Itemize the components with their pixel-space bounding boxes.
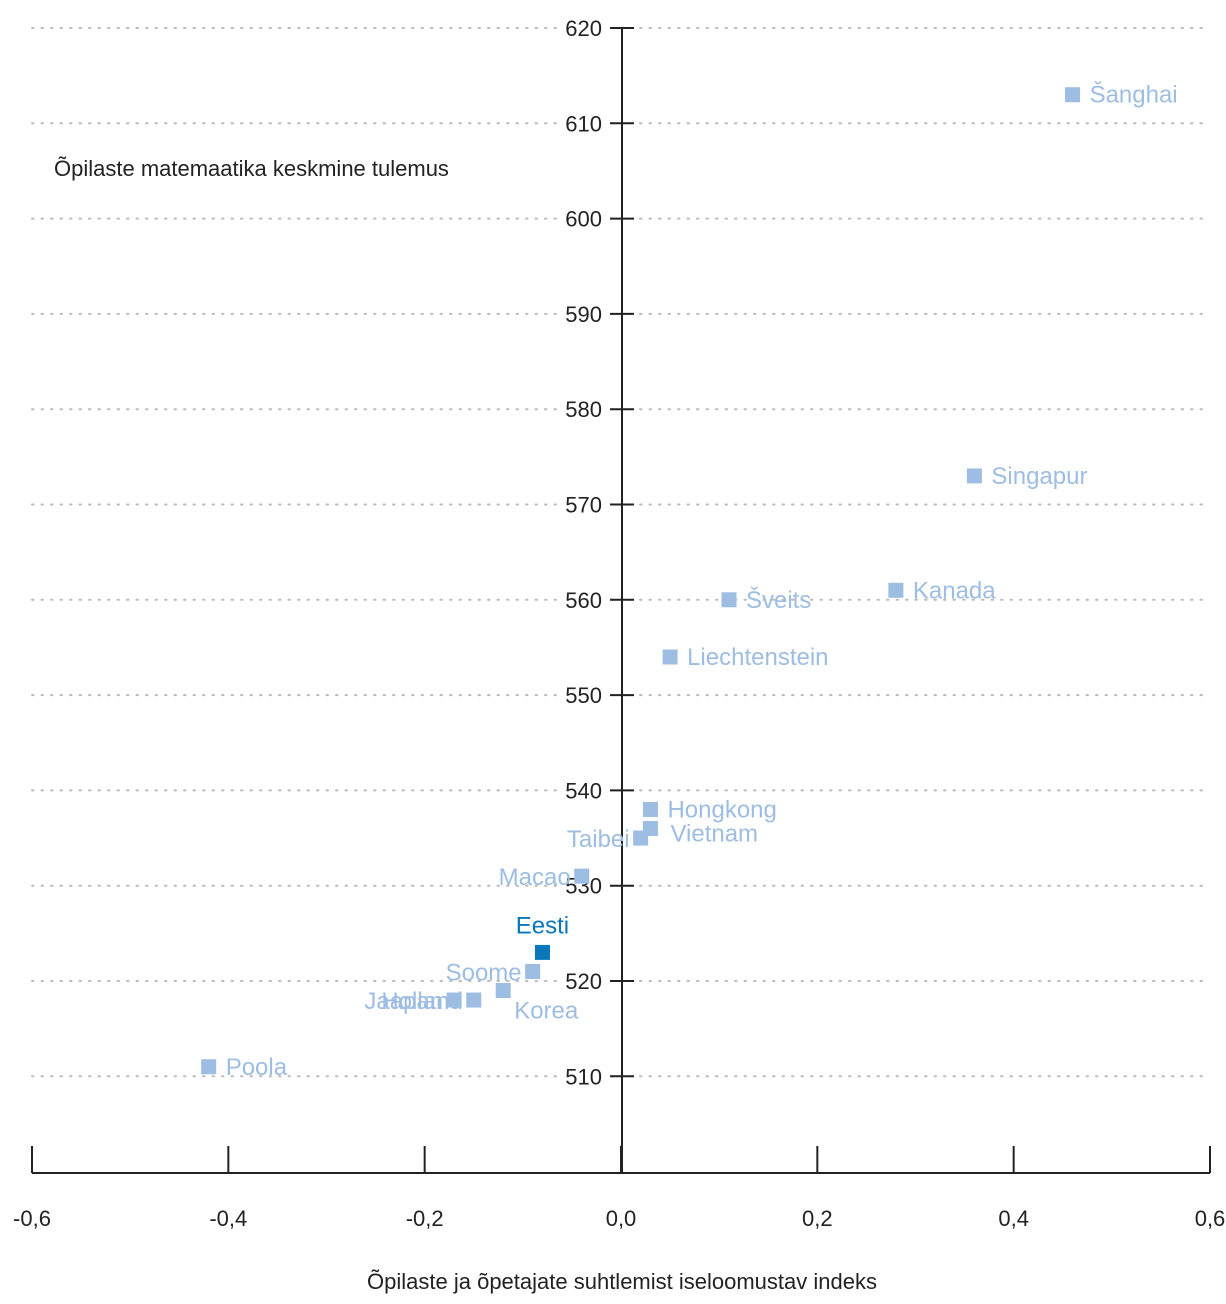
y-tick-label: 590 — [565, 302, 602, 327]
data-point-label: Taibei — [567, 826, 630, 853]
x-tick-label: 0,2 — [802, 1206, 833, 1231]
data-point-label: Eesti — [516, 912, 569, 939]
y-tick-label: 540 — [565, 778, 602, 803]
data-point — [446, 992, 462, 1008]
tick-labels: 510520530540550560570580590600610620-0,6… — [13, 14, 1225, 1231]
data-point — [721, 592, 737, 608]
y-tick-label-bg — [558, 14, 608, 42]
x-tick-label: -0,2 — [406, 1206, 444, 1231]
y-tick-label: 620 — [565, 16, 602, 41]
y-tick-label-bg — [558, 681, 608, 710]
data-point-label: Macao — [499, 864, 571, 891]
y-tick-label-bg — [558, 490, 608, 519]
x-tick-label: -0,6 — [13, 1206, 51, 1231]
data-point-label: Jaapan — [364, 988, 443, 1015]
y-tick-label-bg — [558, 204, 608, 233]
data-point-label: Liechtenstein — [687, 644, 828, 671]
y-tick-label-bg — [558, 109, 608, 138]
y-tick-label: 510 — [565, 1064, 602, 1089]
data-point — [201, 1059, 217, 1075]
y-tick-label-bg — [558, 776, 608, 805]
data-point — [888, 582, 904, 598]
data-point-label: Kanada — [913, 577, 996, 604]
data-point-label: Soome — [446, 959, 522, 986]
y-tick-label: 560 — [565, 588, 602, 613]
y-axis-title: Õpilaste matemaatika keskmine tulemus — [54, 156, 449, 181]
data-point-label: Hongkong — [667, 796, 776, 823]
data-point — [966, 468, 982, 484]
data-point-label: Poola — [226, 1054, 288, 1081]
data-point — [574, 868, 590, 884]
data-point-label: Šanghai — [1090, 81, 1178, 109]
x-tick-label: -0,4 — [209, 1206, 247, 1231]
data-point — [466, 992, 482, 1008]
data-point-label: Vietnam — [670, 821, 758, 848]
data-point — [534, 944, 550, 960]
y-tick-label: 570 — [565, 493, 602, 518]
axes — [31, 27, 1211, 1174]
data-point — [495, 983, 511, 999]
y-tick-label: 580 — [565, 397, 602, 422]
data-point-label: Singapur — [991, 463, 1087, 490]
x-tick-label: 0,0 — [606, 1206, 637, 1231]
y-tick-label-bg — [558, 395, 608, 424]
y-tick-label-bg — [558, 1062, 608, 1091]
y-tick-label: 600 — [565, 207, 602, 232]
x-axis-title: Õpilaste ja õpetajate suhtlemist iseloom… — [367, 1269, 877, 1294]
data-point — [525, 963, 541, 979]
data-point — [1065, 87, 1081, 103]
data-point-label: Šveits — [746, 586, 811, 614]
y-tick-label: 520 — [565, 969, 602, 994]
y-tick-label-bg — [558, 967, 608, 995]
data-point — [642, 801, 658, 817]
data-point-label: Korea — [514, 998, 579, 1025]
data-point — [633, 830, 649, 846]
y-tick-label-bg — [558, 299, 608, 328]
y-tick-label: 550 — [565, 683, 602, 708]
data-point — [662, 649, 678, 665]
y-tick-label: 610 — [565, 111, 602, 136]
data-points: Šanghai Singapur Kanada Šveits Liechtenstein… — [201, 81, 1178, 1081]
x-tick-label: 0,4 — [998, 1206, 1029, 1231]
y-tick-label-bg — [558, 585, 608, 614]
x-tick-label: 0,6 — [1195, 1206, 1226, 1231]
